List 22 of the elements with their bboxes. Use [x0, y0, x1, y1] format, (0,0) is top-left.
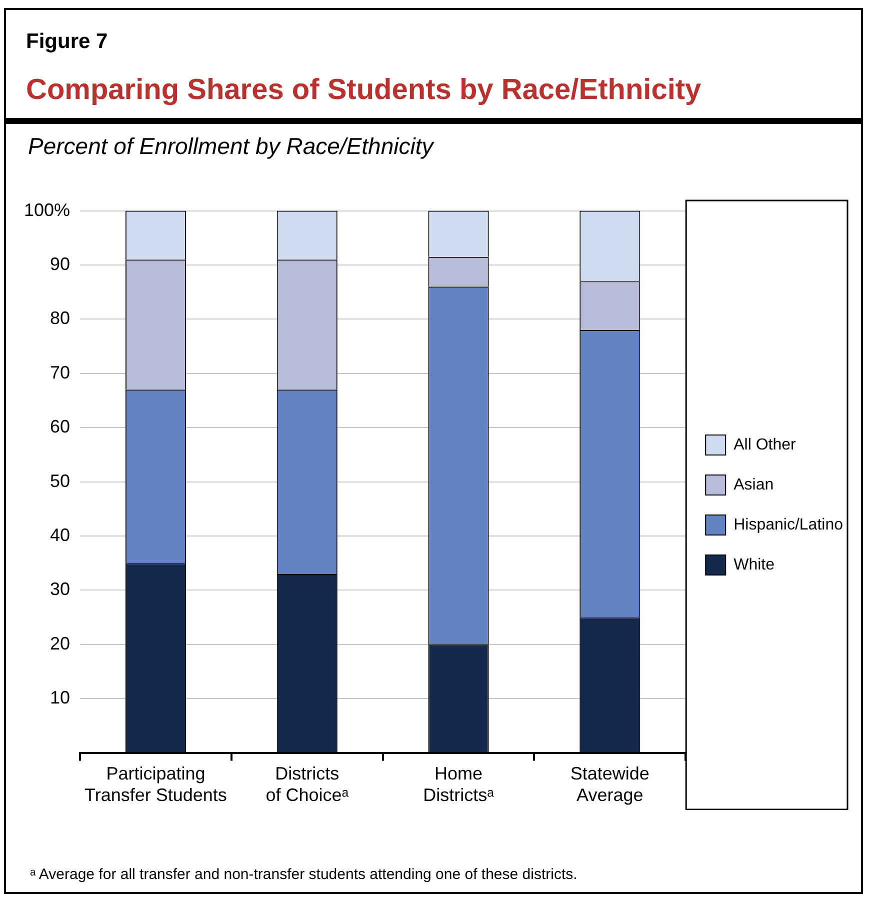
legend-label: Hispanic/Latino: [734, 516, 844, 534]
y-tick-label: 90: [50, 254, 70, 274]
x-tick-label: Districts of Choiceᵃ: [266, 764, 349, 806]
y-axis-title: Percent of Enrollment by Race/Ethnicity: [28, 133, 434, 160]
chart-title: Comparing Shares of Students by Race/Ethnicity: [26, 74, 702, 107]
text: ᵃ Average for all transfer and non-transfer students attending one of these districts.: [30, 866, 578, 883]
y-tick-label: 40: [50, 524, 70, 545]
x-tick-label: Home Districtsᵃ: [423, 764, 494, 806]
x-tick-label: Statewide Average: [570, 764, 650, 806]
chart-subtitle: Figure 7: [26, 30, 108, 54]
x-tick-label: Participating Transfer Students: [84, 764, 227, 806]
y-tick-label: 30: [50, 579, 70, 600]
y-tick-label: 70: [50, 362, 70, 382]
y-tick-label: 10: [50, 688, 70, 708]
legend-label: White: [734, 556, 775, 574]
y-tick-label: 60: [50, 416, 70, 437]
legend-label: Asian: [734, 476, 774, 494]
y-tick-label: 80: [50, 308, 70, 328]
y-tick-label: 50: [50, 470, 70, 491]
legend-label: All Other: [734, 436, 797, 454]
y-tick-label: 100%: [24, 200, 70, 220]
y-tick-label: 20: [50, 633, 70, 654]
